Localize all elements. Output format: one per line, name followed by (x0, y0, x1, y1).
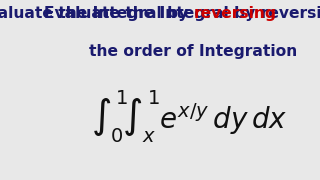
Text: Evaluate the Integral by reversing: Evaluate the Integral by reversing (44, 6, 320, 21)
Text: the order of Integration: the order of Integration (89, 44, 298, 59)
Text: $\int_{0}^{1}\!\int_{x}^{1} e^{x/y}\, dy\, dx$: $\int_{0}^{1}\!\int_{x}^{1} e^{x/y}\, dy… (91, 88, 288, 145)
Text: Evaluate the Integral by: Evaluate the Integral by (0, 6, 193, 21)
Text: reversing: reversing (193, 6, 276, 21)
